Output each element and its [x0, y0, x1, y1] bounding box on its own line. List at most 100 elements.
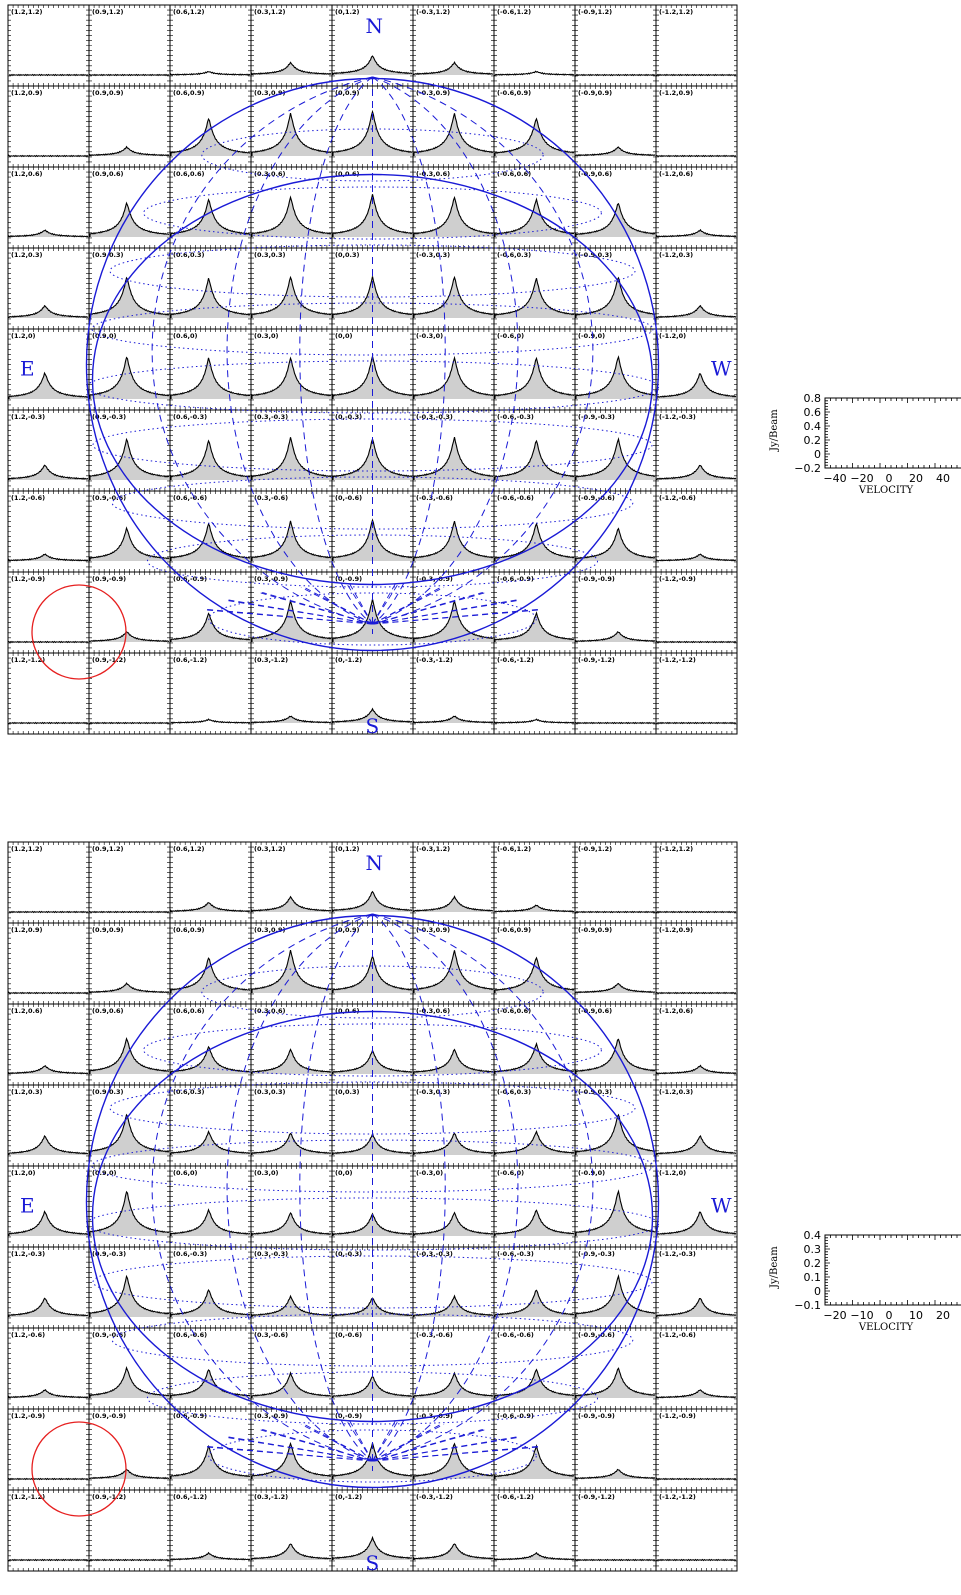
- model-parallel: [111, 476, 634, 530]
- spectrum-line: [494, 439, 575, 480]
- spectrum-fill: [495, 199, 574, 237]
- spectrum-line: [575, 1468, 656, 1480]
- model-spoke: [204, 609, 373, 625]
- cell-ticks: [8, 167, 89, 248]
- cell-offset-label: (-0.6,0): [497, 332, 524, 340]
- cell-offset-label: (0.3,0.6): [254, 170, 285, 178]
- model-spoke: [349, 1421, 373, 1462]
- spectrum-cell: (-0.6,0): [493, 328, 576, 411]
- reference-ytick-label: 0.4: [804, 1229, 822, 1242]
- spectrum-cell: (-0.6,0.9): [493, 85, 576, 168]
- spectrum-line: [251, 520, 332, 561]
- spectrum-fill: [576, 1469, 655, 1479]
- cell-ticks: [170, 1409, 251, 1490]
- spectrum-line: [251, 356, 332, 399]
- cell-offset-label: (0,0.3): [335, 1088, 359, 1096]
- spectrum-cell: (-0.9,0): [574, 328, 657, 411]
- cell-ticks: [332, 491, 413, 572]
- spectrum-line: [170, 278, 251, 318]
- spectrum-fill: [171, 958, 250, 993]
- cell-offset-label: (0.9,-1.2): [92, 1493, 126, 1501]
- model-spoke: [204, 1446, 373, 1462]
- spectrum-fill: [90, 357, 169, 399]
- cell-ticks: [8, 1328, 89, 1409]
- cell-offset-label: (1.2,0.9): [11, 89, 42, 97]
- spectrum-cell: (0.3,0.9): [250, 85, 333, 168]
- spectrum-cell: (0.6,0.6): [169, 166, 252, 249]
- cell-ticks: [332, 329, 413, 410]
- cell-ticks: [89, 329, 170, 410]
- cell-ticks: [494, 410, 575, 491]
- spectrum-fill: [333, 1213, 412, 1236]
- compass-south: S: [366, 1551, 380, 1575]
- cell-ticks: [170, 1004, 251, 1085]
- spectrum-fill: [657, 1389, 736, 1398]
- spectrum-fill: [90, 1038, 169, 1074]
- cell-offset-label: (-1.2,0.9): [659, 926, 693, 934]
- cell-ticks: [413, 1490, 494, 1571]
- model-meridian: [151, 913, 373, 1462]
- spectrum-fill: [414, 1296, 493, 1317]
- cell-ticks: [575, 1409, 656, 1490]
- spectrum-line: [575, 982, 656, 994]
- spectrum-line: [8, 304, 89, 319]
- cell-offset-label: (1.2,1.2): [11, 845, 42, 853]
- cell-offset-label: (0.3,1.2): [254, 8, 285, 16]
- cell-offset-label: (0.6,0.6): [173, 1007, 204, 1015]
- cell-ticks: [8, 572, 89, 653]
- cell-ticks: [8, 923, 89, 1004]
- cell-ticks: [170, 410, 251, 491]
- spectrum-cell: (-0.9,1.2): [574, 4, 657, 87]
- spectrum-fill: [414, 113, 493, 156]
- spectrum-cell: (1.2,0.9): [7, 85, 90, 168]
- spectrum-fill: [252, 113, 331, 156]
- spectrum-cell: (0.9,0.9): [88, 85, 171, 168]
- spectrum-cell: (0.9,-0.3): [88, 1246, 171, 1329]
- spectrum-line: [8, 1065, 89, 1075]
- spectrum-cell: (-0.3,-1.2): [412, 1489, 495, 1572]
- spectrum-line: [413, 1371, 494, 1398]
- spectrum-line: [89, 982, 170, 994]
- spectrum-fill: [90, 277, 169, 318]
- cell-offset-label: (-1.2,1.2): [659, 845, 693, 853]
- cell-offset-label: (-1.2,-0.9): [659, 1412, 696, 1420]
- spectrum-line: [89, 1274, 170, 1317]
- cell-offset-label: (1.2,0.6): [11, 170, 42, 178]
- spectrum-cell: (-1.2,0): [655, 328, 738, 411]
- model-parallel: [208, 592, 537, 646]
- spectrum-fill: [252, 1049, 331, 1074]
- spectrum-line: [8, 1135, 89, 1155]
- reference-xtick-label: −20: [823, 1309, 846, 1322]
- spectrum-cell: (1.2,1.2): [7, 841, 90, 924]
- spectrum-fill: [576, 439, 655, 480]
- spectrum-cell: (0.9,0.3): [88, 247, 171, 330]
- cell-frame: [88, 1489, 171, 1572]
- spectrum-line: [656, 553, 737, 562]
- cell-ticks: [413, 1166, 494, 1247]
- spectrum-cell: (-1.2,-0.9): [655, 1408, 738, 1491]
- cell-offset-label: (0,-0.6): [335, 1331, 362, 1339]
- spectrum-line: [494, 1444, 575, 1479]
- cell-ticks: [8, 1166, 89, 1247]
- cell-ticks: [251, 923, 332, 1004]
- cell-offset-label: (1.2,-1.2): [11, 1493, 45, 1501]
- cell-ticks: [494, 86, 575, 167]
- spectrum-line: [656, 1135, 737, 1155]
- spectrum-line: [575, 1558, 656, 1562]
- spectrum-line: [413, 275, 494, 318]
- cell-offset-label: (1.2,-0.6): [11, 494, 45, 502]
- cell-ticks: [494, 1490, 575, 1571]
- cell-ticks: [494, 1247, 575, 1328]
- spectrum-line: [8, 1477, 89, 1481]
- spectrum-line: [251, 715, 332, 724]
- spectrum-fill: [171, 1552, 250, 1560]
- cell-offset-label: (0.9,0.6): [92, 1007, 123, 1015]
- spectrum-line: [656, 640, 737, 644]
- spectrum-fill: [252, 520, 331, 561]
- spectrum-fill: [171, 1131, 250, 1155]
- model-spoke: [372, 586, 445, 625]
- reference-ytick-label: 0.2: [804, 434, 822, 447]
- cell-offset-label: (-0.9,-0.3): [578, 1250, 615, 1258]
- model-meridian: [299, 76, 373, 625]
- spectrum-line: [89, 73, 170, 77]
